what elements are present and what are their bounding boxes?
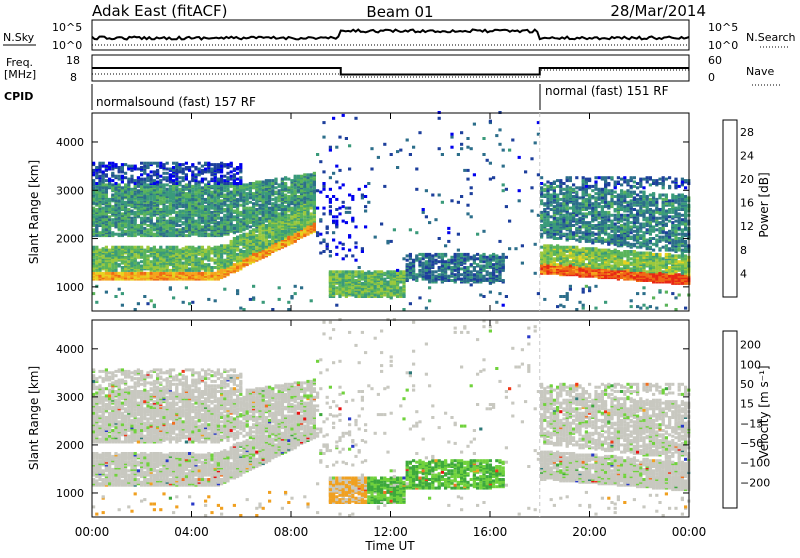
range-tick-label: 3000 [56,184,84,197]
noise-panel: N.Sky 10^5 10^0 10^5 10^0 N.Search [3,20,796,52]
time-tick-label: 08:00 [274,525,309,539]
beam-title: Beam 01 [366,3,433,21]
site-title: Adak East (fitACF) [92,2,227,20]
freq-tick-top: 18 [66,54,80,67]
noise-tick-top: 10^5 [52,21,82,34]
frequency-series [92,68,689,75]
noise-sky-series [92,30,689,40]
colorbar-tick-label: −15 [740,417,763,430]
range-tick-label: 4000 [56,343,84,356]
freq-unit: [MHz] [4,68,36,81]
cpid-label: CPID [4,90,33,103]
colorbar-tick-label: 24 [740,149,754,162]
time-tick-label: 20:00 [572,525,607,539]
colorbar-tick-label: 8 [740,244,747,257]
colorbar-tick-label: 28 [740,126,754,139]
freq-tick-bottom: 8 [70,71,77,84]
range-tick-label: 1000 [56,281,84,294]
time-tick-label: 04:00 [174,525,209,539]
colorbar-tick-label: −100 [740,457,770,470]
colorbar-tick-label: 16 [740,197,754,210]
power-colorbar-label: Power [dB] [757,172,771,237]
noise-tick-bottom: 10^0 [52,39,82,52]
power-ylabel: Slant Range [km] [27,160,41,264]
range-tick-label: 1000 [56,487,84,500]
time-tick-label: 00:00 [672,525,707,539]
cpid-panel: CPID normalsound (fast) 157 RF normal (f… [4,84,669,110]
colorbar-tick-label: 4 [740,267,747,280]
nsearch-label: N.Search [746,31,796,44]
cpid-segment-2: normal (fast) 151 RF [545,84,669,98]
nave-label: Nave [746,65,774,78]
colorbar-tick-label: 50 [740,378,754,391]
power-colorbar: Power [dB] 4 8 12 16 20 24 28 [723,120,771,297]
noise-tick-bottom-right: 10^0 [708,39,738,52]
colorbar-tick-label: 15 [740,398,754,411]
time-tick-label: 16:00 [473,525,508,539]
time-axis-label: Time UT [364,539,415,553]
colorbar-tick-label: −50 [740,437,763,450]
power-panel: Slant Range [km] 1000 2000 3000 4000 [27,111,690,311]
range-tick-label: 3000 [56,391,84,404]
frequency-panel: Freq. [MHz] 18 8 60 0 Nave [4,54,782,85]
velocity-ylabel: Slant Range [km] [27,366,41,470]
time-tick-label: 00:00 [75,525,110,539]
colorbar-tick-label: −200 [740,476,770,489]
velocity-panel: Slant Range [km] 1000 2000 3000 4000 [27,318,690,517]
noise-tick-top-right: 10^5 [708,21,738,34]
time-tick-label: 12:00 [373,525,408,539]
colorbar-tick-label: 100 [740,358,761,371]
range-tick-label: 4000 [56,136,84,149]
nsky-label: N.Sky [3,31,35,44]
cpid-segment-1: normalsound (fast) 157 RF [96,95,256,109]
colorbar-tick-label: 20 [740,173,754,186]
velocity-colorbar: Velocity [m s⁻¹] 2001005015−15−50−100−20… [723,331,771,508]
nave-tick-top: 60 [708,54,722,67]
colorbar-tick-label: 12 [740,220,754,233]
range-tick-label: 2000 [56,233,84,246]
range-tick-label: 2000 [56,439,84,452]
date-title: 28/Mar/2014 [610,2,706,20]
colorbar-tick-label: 200 [740,339,761,352]
nave-tick-bottom: 0 [708,71,715,84]
